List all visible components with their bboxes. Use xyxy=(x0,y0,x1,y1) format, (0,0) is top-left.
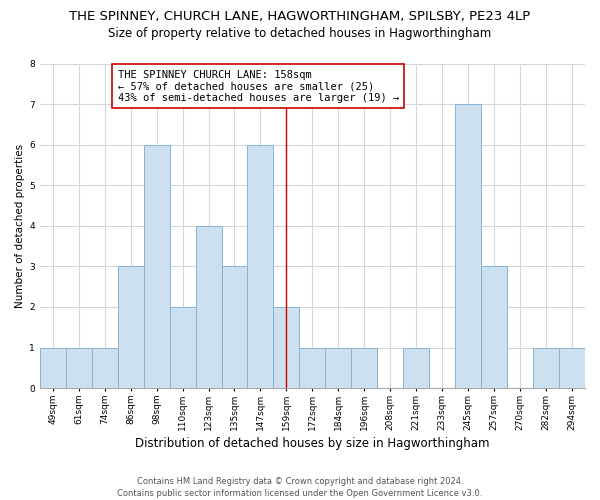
Bar xyxy=(143,144,170,388)
Text: Contains HM Land Registry data © Crown copyright and database right 2024.
Contai: Contains HM Land Registry data © Crown c… xyxy=(118,476,482,498)
Bar xyxy=(118,266,143,388)
Text: THE SPINNEY, CHURCH LANE, HAGWORTHINGHAM, SPILSBY, PE23 4LP: THE SPINNEY, CHURCH LANE, HAGWORTHINGHAM… xyxy=(70,10,530,23)
Bar xyxy=(481,266,507,388)
Bar xyxy=(196,226,221,388)
Bar xyxy=(533,348,559,388)
Bar xyxy=(247,144,274,388)
Bar xyxy=(221,266,247,388)
Bar xyxy=(352,348,377,388)
Bar xyxy=(66,348,92,388)
Bar xyxy=(40,348,66,388)
Bar xyxy=(403,348,429,388)
Bar xyxy=(455,104,481,388)
Bar xyxy=(325,348,352,388)
X-axis label: Distribution of detached houses by size in Hagworthingham: Distribution of detached houses by size … xyxy=(135,437,490,450)
Bar xyxy=(274,307,299,388)
Bar xyxy=(170,307,196,388)
Y-axis label: Number of detached properties: Number of detached properties xyxy=(15,144,25,308)
Text: THE SPINNEY CHURCH LANE: 158sqm
← 57% of detached houses are smaller (25)
43% of: THE SPINNEY CHURCH LANE: 158sqm ← 57% of… xyxy=(118,70,399,103)
Bar xyxy=(92,348,118,388)
Text: Size of property relative to detached houses in Hagworthingham: Size of property relative to detached ho… xyxy=(109,28,491,40)
Bar xyxy=(299,348,325,388)
Bar xyxy=(559,348,585,388)
